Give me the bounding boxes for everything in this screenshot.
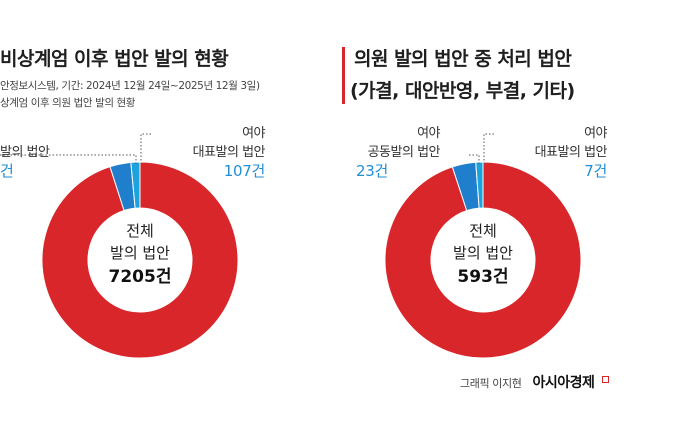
left-center-label-line2: 발의 법안: [110, 244, 170, 262]
footer-brand: 아시아경제: [532, 375, 595, 391]
right-bipartisan-label: 여야 대표발의 법안 7건: [492, 124, 608, 181]
left-slice-0: [41, 161, 239, 359]
left-bipartisan-yeoya: 여야: [242, 126, 265, 141]
left-co-sponsored-name: 발의 법안: [0, 145, 50, 160]
left-center-total: 7205건: [109, 267, 172, 287]
right-bipartisan-yeoya: 여야: [584, 126, 607, 141]
right-center-total: 593건: [457, 267, 508, 287]
right-slice-2: [475, 161, 484, 209]
right-chart-title-line1: 의원 발의 법안 중 처리 법안: [354, 48, 572, 70]
left-bipartisan-label: 여야 대표발의 법안 107건: [140, 124, 266, 181]
left-leader-line-1: [140, 133, 152, 164]
left-bipartisan-name: 대표발의 법안: [192, 145, 266, 160]
right-center-label-line1: 전체: [469, 222, 497, 240]
right-bipartisan-name: 대표발의 법안: [534, 145, 608, 160]
left-co-sponsored-count: 건: [0, 162, 14, 180]
left-slice-2: [130, 161, 141, 209]
right-co-sponsored-count: 23건: [356, 162, 388, 180]
right-co-sponsored-name: 공동발의 법안: [367, 145, 441, 160]
left-chart-caption: 상계엄 이후 의원 법안 발의 현황: [0, 97, 136, 109]
footer-credit: 그래픽 이지현: [460, 377, 522, 390]
right-title-accent: [342, 47, 345, 104]
left-center-label-line1: 전체: [126, 222, 154, 240]
left-leader-line-0: [0, 154, 137, 164]
footer-credit-block: 그래픽 이지현 아시아경제: [460, 372, 609, 392]
left-chart-source: 안정보시스템, 기간: 2024년 12월 24일~2025년 12월 3일): [0, 80, 260, 92]
right-slice-0: [384, 161, 582, 359]
right-center-label-line2: 발의 법안: [453, 244, 513, 262]
left-chart-title: 비상계엄 이후 법안 발의 현황: [0, 48, 229, 70]
left-co-sponsored-label: 발의 법안 건: [0, 143, 50, 181]
right-chart-title-line2: (가결, 대안반영, 부결, 기타): [350, 80, 575, 102]
brand-mark-icon: [601, 376, 609, 383]
right-co-sponsored-yeoya: 여야: [417, 126, 440, 141]
left-bipartisan-count: 107건: [223, 162, 266, 180]
right-bipartisan-count: 7건: [584, 162, 607, 180]
right-leader-line-1: [483, 133, 495, 164]
right-co-sponsored-label: 여야 공동발의 법안 23건: [330, 124, 441, 181]
